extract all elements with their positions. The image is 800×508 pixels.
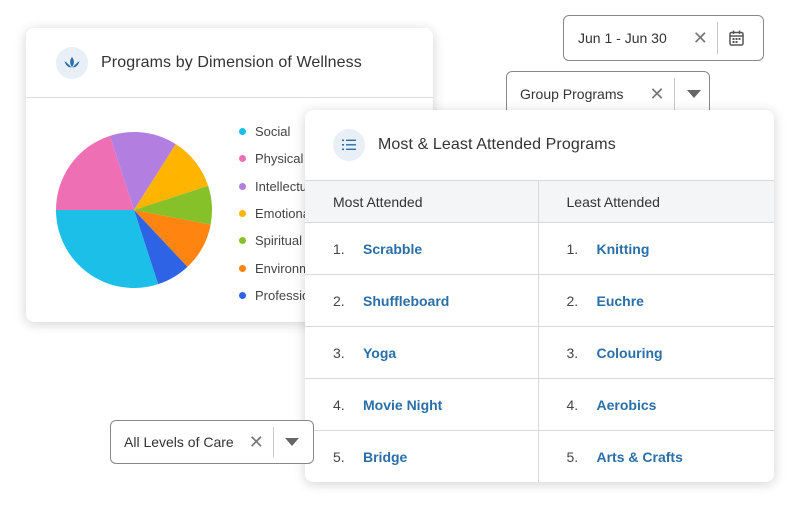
- program-link[interactable]: Scrabble: [363, 240, 423, 257]
- close-icon[interactable]: ✕: [649, 84, 665, 104]
- rank-number: 4.: [566, 396, 579, 413]
- program-link[interactable]: Colouring: [596, 344, 663, 361]
- program-type-value: Group Programs: [520, 86, 624, 102]
- program-link[interactable]: Movie Night: [363, 396, 443, 413]
- rank-number: 3.: [566, 344, 579, 361]
- program-link[interactable]: Euchre: [596, 292, 644, 309]
- program-link[interactable]: Shuffleboard: [363, 292, 450, 309]
- legend-item: Intellectual: [239, 173, 338, 200]
- close-icon[interactable]: ✕: [248, 432, 264, 452]
- legend-item: Emotional: [239, 200, 338, 227]
- table-row: 3. Yoga 3. Colouring: [305, 326, 774, 379]
- rank-number: 5.: [333, 448, 345, 465]
- least-attended-cell: 3. Colouring: [538, 326, 774, 379]
- most-attended-cell: 3. Yoga: [305, 326, 539, 379]
- program-type-filter[interactable]: Group Programs ✕: [506, 71, 710, 117]
- most-attended-header: Most Attended: [305, 180, 539, 223]
- caret-down-icon[interactable]: [284, 438, 299, 446]
- least-attended-header: Least Attended: [538, 180, 774, 223]
- pie-slice-intellectual: [109, 132, 176, 210]
- rank-number: 2.: [333, 292, 345, 309]
- legend-label: Physical: [255, 151, 304, 167]
- pie-slice-physical: [56, 135, 134, 210]
- least-attended-cell: 2. Euchre: [538, 274, 774, 327]
- filter-divider: [272, 427, 274, 457]
- date-range-value: Jun 1 - Jun 30: [578, 30, 667, 46]
- legend-label: Social: [255, 124, 291, 140]
- pie-slice-professional: [134, 210, 188, 285]
- pie-slice-social: [56, 210, 159, 288]
- most-attended-cell: 1. Scrabble: [305, 222, 539, 275]
- rank-number: 3.: [333, 344, 345, 361]
- wellness-pie-chart: [56, 132, 212, 288]
- program-link[interactable]: Knitting: [596, 240, 650, 257]
- rank-number: 1.: [333, 240, 345, 257]
- least-attended-cell: 4. Aerobics: [538, 378, 774, 431]
- programs-table: Most Attended Least Attended 1. Scrabble 1…: [305, 180, 774, 482]
- most-attended-cell: 4. Movie Night: [305, 378, 539, 431]
- calendar-icon[interactable]: [729, 30, 744, 46]
- legend-label: Intellectual: [255, 178, 318, 194]
- wellness-card-title: Programs by Dimension of Wellness: [101, 53, 362, 71]
- legend-item: Spiritual: [239, 227, 338, 254]
- numbered-list-icon: [333, 129, 365, 161]
- date-range-filter[interactable]: Jun 1 - Jun 30 ✕: [563, 15, 764, 61]
- rank-number: 1.: [566, 240, 579, 257]
- pie-slice-spiritual: [134, 185, 212, 225]
- legend-item: Physical: [239, 145, 338, 172]
- close-icon[interactable]: ✕: [692, 28, 708, 48]
- table-row: 4. Movie Night 4. Aerobics: [305, 378, 774, 431]
- program-link[interactable]: Bridge: [363, 448, 408, 465]
- most-attended-cell: 2. Shuffleboard: [305, 274, 539, 327]
- legend-dot: [239, 237, 246, 245]
- rank-number: 4.: [333, 396, 345, 413]
- legend-dot: [239, 210, 246, 218]
- lotus-icon: [56, 46, 88, 79]
- legend-dot: [239, 182, 246, 190]
- legend-dot: [239, 128, 246, 136]
- pie-slice-emotional: [134, 144, 209, 210]
- pie-slice-environmental: [134, 210, 211, 267]
- program-link[interactable]: Aerobics: [596, 396, 657, 413]
- legend-label: Emotional: [255, 206, 313, 222]
- wellness-card-header: Programs by Dimension of Wellness: [26, 28, 433, 98]
- legend-label: Spiritual: [255, 233, 302, 249]
- care-level-value: All Levels of Care: [124, 434, 234, 450]
- table-row: 1. Scrabble 1. Knitting: [305, 222, 774, 275]
- programs-card: Most & Least Attended Programs Most Atte…: [305, 110, 774, 482]
- program-link[interactable]: Arts & Crafts: [596, 448, 683, 465]
- programs-card-header: Most & Least Attended Programs: [305, 110, 774, 180]
- least-attended-cell: 1. Knitting: [538, 222, 774, 275]
- rank-number: 5.: [566, 448, 579, 465]
- least-attended-cell: 5. Arts & Crafts: [538, 431, 774, 483]
- legend-item: Social: [239, 118, 338, 145]
- care-level-filter[interactable]: All Levels of Care ✕: [110, 420, 314, 464]
- caret-down-icon[interactable]: [686, 90, 701, 98]
- table-row: 5. Bridge 5. Arts & Crafts: [305, 430, 774, 483]
- filter-divider: [716, 22, 718, 54]
- table-row: 2. Shuffleboard 2. Euchre: [305, 274, 774, 327]
- filter-divider: [673, 78, 675, 110]
- legend-dot: [239, 291, 246, 299]
- most-attended-cell: 5. Bridge: [305, 430, 539, 482]
- legend-dot: [239, 155, 246, 163]
- table-header-row: Most Attended Least Attended: [305, 180, 774, 223]
- rank-number: 2.: [566, 292, 579, 309]
- programs-card-title: Most & Least Attended Programs: [378, 136, 616, 153]
- program-link[interactable]: Yoga: [363, 344, 397, 361]
- legend-dot: [239, 264, 246, 272]
